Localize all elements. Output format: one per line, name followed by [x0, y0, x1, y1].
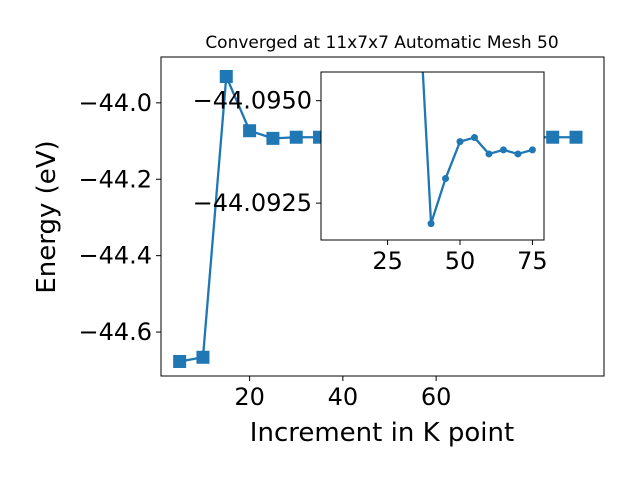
inset-series: [421, 72, 536, 228]
main-y-tick-label: −44.4: [78, 242, 152, 270]
x-axis-label: Increment in K point: [250, 418, 514, 448]
main-data-point: [196, 350, 210, 364]
inset-y-tick-label: −44.0925: [193, 189, 312, 217]
inset-plot: 25 50 75 −44.0950 −44.0925: [193, 71, 548, 275]
main-data-point: [219, 69, 233, 83]
inset-data-point: [442, 175, 450, 183]
inset-data-point: [456, 138, 464, 146]
inset-data-point: [528, 146, 536, 154]
main-x-tick-label: 20: [234, 383, 265, 411]
inset-x-tick-label: 25: [372, 247, 403, 275]
main-data-point: [569, 130, 583, 144]
inset-x-tick-label: 75: [517, 247, 548, 275]
main-data-point: [266, 131, 280, 145]
chart-title: Converged at 11x7x7 Automatic Mesh 50: [205, 33, 558, 53]
main-y-tick-label: −44.2: [78, 165, 152, 193]
main-y-tick-label: −44.0: [78, 89, 152, 117]
y-axis-label: Energy (eV): [32, 140, 62, 293]
main-data-point: [546, 130, 560, 144]
main-x-tick-label: 60: [421, 383, 452, 411]
inset-data-point: [427, 220, 435, 228]
main-data-point: [173, 354, 187, 368]
main-y-tick-label: −44.6: [78, 318, 152, 346]
inset-background: [321, 72, 544, 240]
inset-data-point: [470, 134, 478, 142]
inset-x-tick-label: 50: [445, 247, 476, 275]
main-data-point: [243, 124, 257, 138]
main-x-tick-label: 40: [328, 383, 359, 411]
inset-data-point: [499, 146, 507, 154]
inset-y-tick-label: −44.0950: [193, 87, 312, 115]
inset-data-point: [514, 150, 522, 158]
inset-axes-frame: [320, 71, 545, 241]
inset-data-point: [485, 150, 493, 158]
main-axes-frame: [160, 56, 605, 377]
main-data-point: [289, 130, 303, 144]
